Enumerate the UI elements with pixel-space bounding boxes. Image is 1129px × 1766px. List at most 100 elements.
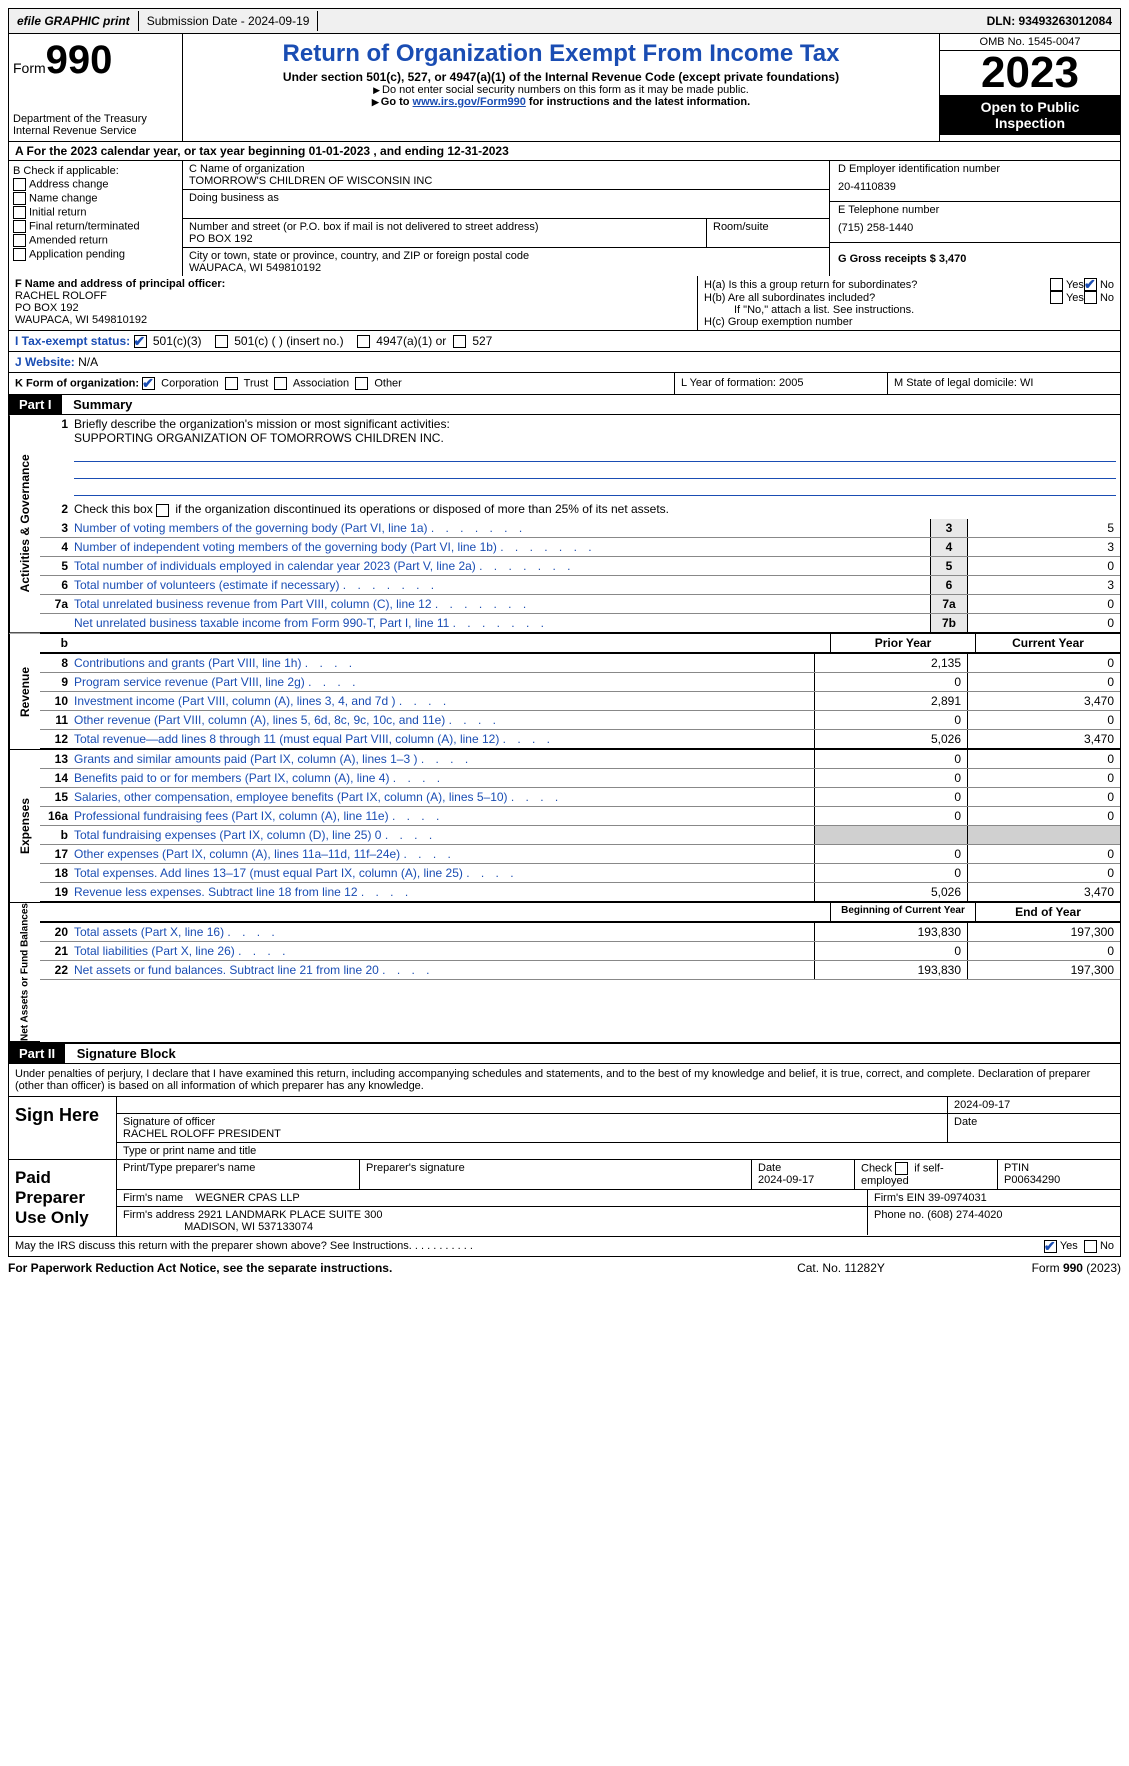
identity-block: B Check if applicable: Address change Na… — [8, 161, 1121, 276]
summary-row: 21Total liabilities (Part X, line 26) . … — [40, 942, 1120, 961]
chk-501c[interactable] — [215, 335, 228, 348]
sign-here: Sign Here — [9, 1097, 117, 1159]
phone-label: E Telephone number — [838, 204, 1112, 216]
mission-text: SUPPORTING ORGANIZATION OF TOMORROWS CHI… — [74, 431, 444, 445]
part-i-header: Part I Summary — [8, 395, 1121, 415]
box-c: C Name of organization TOMORROW'S CHILDR… — [183, 161, 830, 276]
chk-pending[interactable] — [13, 248, 26, 261]
discuss-yes[interactable] — [1044, 1240, 1057, 1253]
side-expenses: Expenses — [9, 750, 40, 903]
summary-row: 22Net assets or fund balances. Subtract … — [40, 961, 1120, 980]
summary-row: 12Total revenue—add lines 8 through 11 (… — [40, 730, 1120, 750]
tax-year: 2023 — [940, 51, 1120, 95]
discuss-no[interactable] — [1084, 1240, 1097, 1253]
form-header: Form990 Department of the Treasury Inter… — [8, 34, 1121, 142]
chk-initial[interactable] — [13, 206, 26, 219]
ha-label: H(a) Is this a group return for subordin… — [704, 279, 1050, 291]
gov-row: 3Number of voting members of the governi… — [40, 519, 1120, 538]
side-netassets: Net Assets or Fund Balances — [9, 903, 40, 1042]
k-label: K Form of organization: — [15, 378, 139, 390]
phone-value: (715) 258-1440 — [838, 216, 1112, 240]
form-number: Form990 — [13, 38, 178, 83]
street-address: PO BOX 192 — [189, 233, 700, 245]
hc-label: H(c) Group exemption number — [704, 316, 1114, 328]
summary-row: 9Program service revenue (Part VIII, lin… — [40, 673, 1120, 692]
chk-other[interactable] — [355, 377, 368, 390]
chk-501c3[interactable] — [134, 335, 147, 348]
ha-no[interactable] — [1084, 278, 1097, 291]
dept-treasury: Department of the Treasury — [13, 113, 178, 125]
summary-row: 15Salaries, other compensation, employee… — [40, 788, 1120, 807]
city-state-zip: WAUPACA, WI 549810192 — [189, 262, 823, 274]
org-name: TOMORROW'S CHILDREN OF WISCONSIN INC — [189, 175, 823, 187]
year-formation: L Year of formation: 2005 — [675, 373, 888, 394]
ptin: P00634290 — [1004, 1174, 1060, 1186]
firm-addr1: 2921 LANDMARK PLACE SUITE 300 — [198, 1209, 383, 1221]
footer: For Paperwork Reduction Act Notice, see … — [8, 1257, 1121, 1275]
state-domicile: M State of legal domicile: WI — [888, 373, 1120, 394]
col-eoy: End of Year — [975, 903, 1120, 921]
chk-amended[interactable] — [13, 234, 26, 247]
form-footer: Form 990 (2023) — [941, 1261, 1121, 1275]
prep-sig-label: Preparer's signature — [360, 1160, 752, 1189]
top-bar: efile GRAPHIC print Submission Date - 20… — [8, 8, 1121, 34]
officer-sig-name: RACHEL ROLOFF PRESIDENT — [123, 1128, 281, 1140]
date-label: Date — [948, 1114, 1120, 1142]
part-ii-header: Part II Signature Block — [8, 1043, 1121, 1064]
col-prior: Prior Year — [830, 634, 975, 652]
chk-assoc[interactable] — [274, 377, 287, 390]
summary-row: 20Total assets (Part X, line 16) . . . .… — [40, 923, 1120, 942]
efile-label: efile GRAPHIC print — [9, 11, 139, 31]
chk-self-employed[interactable] — [895, 1162, 908, 1175]
col-boy: Beginning of Current Year — [830, 903, 975, 921]
row-klm: K Form of organization: Corporation Trus… — [8, 373, 1121, 395]
addr-label: Number and street (or P.O. box if mail i… — [189, 221, 700, 233]
firm-addr2: MADISON, WI 537133074 — [184, 1221, 313, 1233]
signature-block: Under penalties of perjury, I declare th… — [8, 1064, 1121, 1257]
summary-row: 19Revenue less expenses. Subtract line 1… — [40, 883, 1120, 903]
ha-yes[interactable] — [1050, 278, 1063, 291]
gov-row: Net unrelated business taxable income fr… — [40, 614, 1120, 634]
hb-label: H(b) Are all subordinates included? — [704, 292, 1050, 304]
sig-date: 2024-09-17 — [948, 1097, 1120, 1113]
form-subtitle: Under section 501(c), 527, or 4947(a)(1)… — [187, 70, 935, 84]
box-deg: D Employer identification number 20-4110… — [830, 161, 1120, 276]
chk-name[interactable] — [13, 192, 26, 205]
box-f: F Name and address of principal officer:… — [9, 276, 698, 330]
goto-note: Go to www.irs.gov/Form990 for instructio… — [187, 96, 935, 108]
hb-yes[interactable] — [1050, 291, 1063, 304]
row-j: J Website: N/A — [8, 352, 1121, 373]
chk-address[interactable] — [13, 178, 26, 191]
ein-label: D Employer identification number — [838, 163, 1112, 175]
summary-revenue: Revenue b Prior Year Current Year 8Contr… — [8, 634, 1121, 750]
summary-expenses: Expenses 13Grants and similar amounts pa… — [8, 750, 1121, 903]
summary-governance: Activities & Governance 1 Briefly descri… — [8, 415, 1121, 633]
summary-netassets: Net Assets or Fund Balances Beginning of… — [8, 903, 1121, 1043]
ssn-note: Do not enter social security numbers on … — [187, 84, 935, 96]
chk-corp[interactable] — [142, 377, 155, 390]
discuss-label: May the IRS discuss this return with the… — [15, 1240, 1044, 1252]
officer-addr2: WAUPACA, WI 549810192 — [15, 314, 147, 326]
submission-date: Submission Date - 2024-09-19 — [139, 11, 319, 31]
chk-discontinued[interactable] — [156, 504, 169, 517]
irs-link[interactable]: www.irs.gov/Form990 — [413, 96, 526, 108]
chk-4947[interactable] — [357, 335, 370, 348]
box-b: B Check if applicable: Address change Na… — [9, 161, 183, 276]
summary-row: 8Contributions and grants (Part VIII, li… — [40, 654, 1120, 673]
box-b-head: B Check if applicable: — [13, 165, 178, 177]
irs-label: Internal Revenue Service — [13, 125, 178, 137]
summary-row: 13Grants and similar amounts paid (Part … — [40, 750, 1120, 769]
open-inspection: Open to Public Inspection — [940, 95, 1120, 135]
summary-row: 11Other revenue (Part VIII, column (A), … — [40, 711, 1120, 730]
gov-row: 4Number of independent voting members of… — [40, 538, 1120, 557]
mission-label: Briefly describe the organization's miss… — [74, 417, 450, 431]
chk-final[interactable] — [13, 220, 26, 233]
chk-trust[interactable] — [225, 377, 238, 390]
row-i: I Tax-exempt status: 501(c)(3) 501(c) ( … — [8, 331, 1121, 352]
officer-group-block: F Name and address of principal officer:… — [8, 276, 1121, 331]
hb-no[interactable] — [1084, 291, 1097, 304]
website-value: N/A — [78, 355, 98, 369]
summary-row: 14Benefits paid to or for members (Part … — [40, 769, 1120, 788]
firm-phone: (608) 274-4020 — [927, 1209, 1002, 1221]
chk-527[interactable] — [453, 335, 466, 348]
